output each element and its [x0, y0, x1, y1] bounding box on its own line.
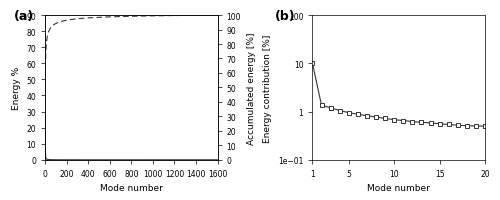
Y-axis label: Accumulated energy [%]: Accumulated energy [%] — [246, 32, 256, 144]
X-axis label: Mode number: Mode number — [100, 183, 162, 192]
Y-axis label: Energy contribution [%]: Energy contribution [%] — [264, 34, 272, 142]
Text: (a): (a) — [14, 10, 34, 23]
Y-axis label: Energy %: Energy % — [12, 66, 20, 110]
Text: (b): (b) — [274, 10, 295, 23]
X-axis label: Mode number: Mode number — [368, 183, 430, 192]
